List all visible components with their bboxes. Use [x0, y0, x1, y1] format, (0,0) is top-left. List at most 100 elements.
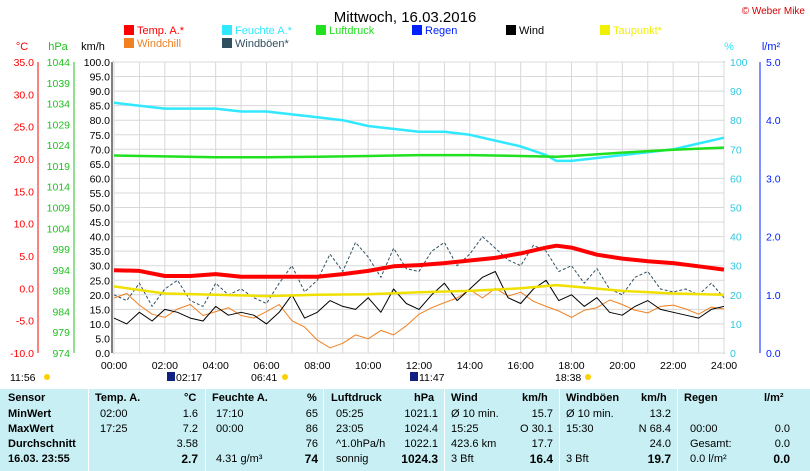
- wind-tick: 25.0: [90, 275, 111, 287]
- humidity-tick: 0: [730, 348, 736, 360]
- wind-tick: 85.0: [90, 101, 111, 113]
- humidity-tick: 60: [730, 173, 742, 185]
- humidity-tick: 20: [730, 290, 742, 302]
- wind-tick: 5.0: [95, 333, 110, 345]
- legend-swatch: [412, 25, 422, 35]
- gust-time: Ø 10 min.: [566, 408, 614, 420]
- pressure-tick: 1014: [47, 182, 71, 194]
- pressure-tick: 974: [52, 348, 70, 360]
- wind-tick: 75.0: [90, 130, 111, 142]
- temp-value: 2.7: [181, 452, 198, 466]
- x-tick: 22:00: [660, 360, 686, 372]
- temp-tick: -10.0: [10, 348, 34, 360]
- legend-label: Wind: [519, 25, 544, 37]
- wind-tick: 35.0: [90, 246, 111, 258]
- x-tick: 12:00: [406, 360, 432, 372]
- x-tick: 14:00: [457, 360, 483, 372]
- rain-unit: l/m²: [762, 41, 781, 53]
- wind-tick: 80.0: [90, 115, 111, 127]
- wind-tick: 90.0: [90, 86, 111, 98]
- hdr-press-unit: hPa: [414, 392, 435, 404]
- temp-unit: °C: [16, 41, 28, 53]
- weather-chart: Mittwoch, 16.03.2016 © Weber Mike Temp. …: [10, 6, 806, 384]
- wind-tick: 20.0: [90, 290, 111, 302]
- x-tick: 10:00: [355, 360, 381, 372]
- wind-tick: 30.0: [90, 261, 111, 273]
- series-taupunkt: [113, 283, 725, 298]
- legend-label: Feuchte A.*: [235, 25, 293, 37]
- legend-swatch: [600, 25, 610, 35]
- hum-value: 65: [305, 408, 318, 420]
- legend-label: Windchill: [137, 38, 181, 50]
- sun-icon: [44, 374, 50, 380]
- series-windchill: [113, 287, 725, 349]
- row-label: Durchschnitt: [8, 438, 76, 450]
- temp-tick: 0.0: [19, 283, 34, 295]
- legend-swatch: [222, 38, 232, 48]
- pressure-unit: hPa: [48, 41, 68, 53]
- wind-time: Ø 10 min.: [451, 408, 499, 420]
- gust-value: 13.2: [649, 408, 671, 420]
- wind-tick: 55.0: [90, 188, 111, 200]
- pressure-tick: 1024: [47, 140, 71, 152]
- rain-tick: 0.0: [766, 348, 781, 360]
- sunrise-time: 06:41: [251, 372, 277, 384]
- series-wind: [113, 271, 725, 325]
- humidity-tick: 50: [730, 203, 742, 215]
- press-value: 1024.4: [404, 423, 438, 435]
- axis-labels: 35.0 30.0 25.0 20.0 15.0 10.0 5.0 0.0 -5.0 -10.0 1…: [10, 57, 781, 372]
- gust-time: 15:30: [566, 423, 594, 435]
- temp-tick: -5.0: [16, 316, 34, 328]
- wind-value: O 30.1: [519, 423, 553, 435]
- legend-label: Temp. A.*: [137, 25, 185, 37]
- moon-icon: [167, 372, 175, 381]
- hdr-wind-unit: km/h: [522, 392, 548, 404]
- hum-value: 74: [304, 452, 318, 466]
- pressure-tick: 994: [52, 265, 70, 277]
- wind-tick: 60.0: [90, 173, 111, 185]
- wind-tick: 95.0: [90, 72, 111, 84]
- sun-icon: [585, 374, 591, 380]
- rain-tick: 1.0: [766, 290, 781, 302]
- gust-value: N 68.4: [638, 423, 671, 435]
- legend-swatch: [316, 25, 326, 35]
- humidity-tick: 10: [730, 319, 742, 331]
- x-tick: 04:00: [203, 360, 229, 372]
- pressure-tick: 1039: [47, 78, 71, 90]
- humidity-tick: 70: [730, 144, 742, 156]
- hum-value: 86: [305, 423, 318, 435]
- rain-tick: 2.0: [766, 232, 781, 244]
- x-tick: 00:00: [101, 360, 127, 372]
- temp-tick: 15.0: [14, 186, 35, 198]
- pressure-tick: 1034: [47, 99, 71, 111]
- rain-tick: 4.0: [766, 115, 781, 127]
- rain-tick: 5.0: [766, 57, 781, 69]
- temp-tick: 20.0: [14, 154, 35, 166]
- wind-time: 3 Bft: [451, 453, 474, 465]
- hdr-gust: Windböen: [566, 392, 620, 404]
- hdr-press: Luftdruck: [331, 392, 382, 404]
- humidity-tick: 80: [730, 115, 742, 127]
- series-layer: [113, 101, 725, 349]
- moonrise-time: 11:47: [419, 372, 445, 384]
- rain-value: 0.0: [774, 423, 790, 435]
- press-time: 23:05: [336, 423, 364, 435]
- hdr-rain: Regen: [684, 392, 718, 404]
- hum-time: 17:10: [216, 408, 244, 420]
- wind-tick: 0.0: [95, 348, 110, 360]
- hdr-temp: Temp. A.: [95, 392, 141, 404]
- humidity-unit: %: [724, 41, 734, 53]
- temp-tick: 30.0: [14, 89, 35, 101]
- rain-tick: 3.0: [766, 173, 781, 185]
- row-label: MaxWert: [8, 423, 54, 435]
- x-tick: 08:00: [304, 360, 330, 372]
- press-value: 1022.1: [404, 438, 438, 450]
- pressure-tick: 1009: [47, 203, 71, 215]
- credit-text: © Weber Mike: [742, 6, 806, 17]
- press-value: 1021.1: [404, 408, 438, 420]
- press-value: 1024.3: [401, 452, 438, 466]
- legend-swatch: [222, 25, 232, 35]
- hum-time: 4.31 g/m³: [216, 453, 263, 465]
- wind-tick: 10.0: [90, 319, 111, 331]
- pressure-tick: 1019: [47, 161, 71, 173]
